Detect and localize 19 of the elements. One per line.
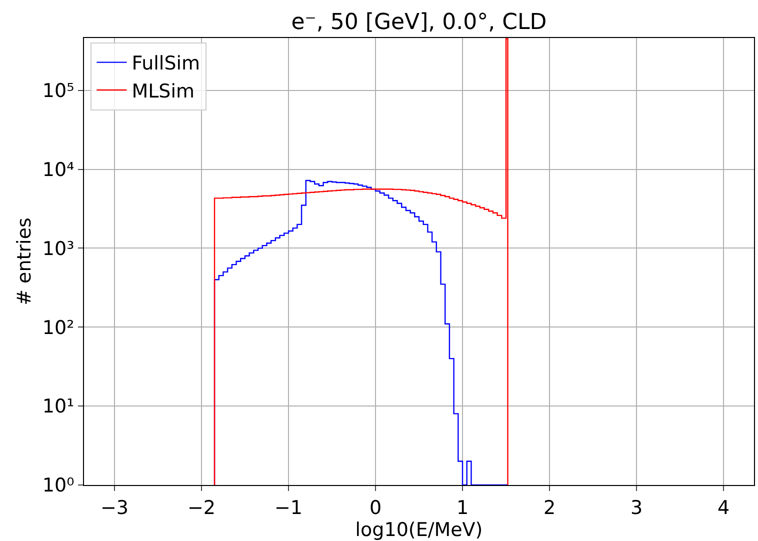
- x-tick-label: 2: [543, 496, 556, 519]
- legend-label: MLSim: [132, 80, 195, 102]
- y-axis-title: # entries: [13, 218, 36, 306]
- y-tick-label: 10²: [42, 316, 74, 339]
- x-axis-title: log10(E/MeV): [355, 518, 483, 541]
- x-tick-label: −3: [100, 496, 128, 519]
- x-tick-label: −1: [274, 496, 302, 519]
- x-tick-label: 4: [718, 496, 730, 519]
- y-tick-label: 10⁵: [42, 80, 74, 102]
- x-tick-label: 0: [369, 496, 382, 519]
- y-tick-label: 10¹: [42, 396, 74, 418]
- y-tick-label: 10⁴: [42, 158, 75, 181]
- y-tick-label: 10³: [42, 238, 74, 260]
- x-tick-label: −2: [187, 496, 216, 519]
- y-tick-label: 10⁰: [42, 474, 74, 497]
- chart-title: e⁻, 50 [GeV], 0.0°, CLD: [291, 10, 547, 35]
- x-tick-label: 3: [630, 496, 643, 519]
- x-tick-label: 1: [456, 496, 469, 519]
- legend-label: FullSim: [132, 52, 200, 75]
